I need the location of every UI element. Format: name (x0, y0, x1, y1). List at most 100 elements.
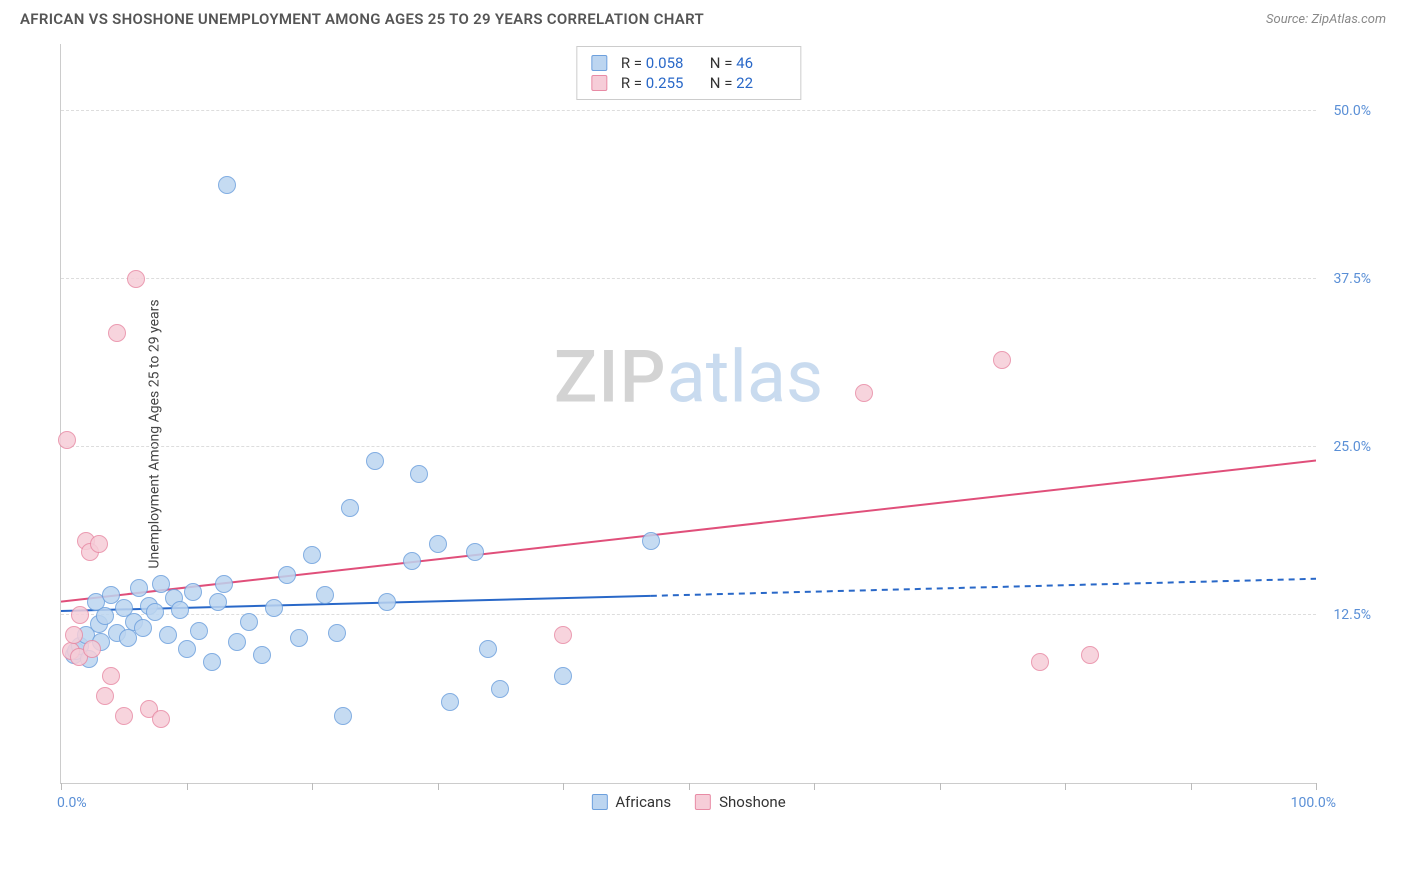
x-tick (689, 783, 690, 790)
scatter-point (642, 532, 660, 550)
plot-area: ZIPatlas R = 0.058 N = 46 R = 0.255 N = … (60, 44, 1316, 784)
swatch-africans (591, 55, 607, 71)
scatter-point (65, 626, 83, 644)
scatter-point (479, 640, 497, 658)
scatter-point (159, 626, 177, 644)
watermark-part2: atlas (667, 334, 824, 419)
scatter-point (278, 566, 296, 584)
x-tick (814, 783, 815, 790)
gridline-h (61, 278, 1316, 279)
r-label: R = (621, 74, 642, 92)
y-tick-label: 50.0% (1333, 103, 1371, 119)
legend-label-shoshone: Shoshone (719, 793, 786, 811)
x-tick (1316, 783, 1317, 790)
stats-row-shoshone: R = 0.255 N = 22 (591, 73, 786, 93)
chart-container: Unemployment Among Ages 25 to 29 years Z… (50, 34, 1376, 834)
r-value-africans: 0.058 (646, 54, 696, 72)
scatter-point (855, 384, 873, 402)
y-tick-label: 12.5% (1333, 607, 1371, 623)
scatter-point (253, 646, 271, 664)
y-tick-label: 37.5% (1333, 271, 1371, 287)
scatter-point (466, 543, 484, 561)
scatter-point (96, 687, 114, 705)
scatter-point (184, 583, 202, 601)
scatter-point (403, 552, 421, 570)
x-max-label: 100.0% (1291, 795, 1336, 811)
gridline-h (61, 110, 1316, 111)
scatter-point (366, 452, 384, 470)
scatter-point (90, 535, 108, 553)
legend-label-africans: Africans (615, 793, 671, 811)
chart-title: AFRICAN VS SHOSHONE UNEMPLOYMENT AMONG A… (20, 10, 704, 28)
x-tick (1065, 783, 1066, 790)
scatter-point (171, 601, 189, 619)
x-tick (1191, 783, 1192, 790)
n-value-africans: 46 (736, 54, 786, 72)
scatter-point (303, 546, 321, 564)
scatter-point (127, 270, 145, 288)
scatter-point (215, 575, 233, 593)
scatter-point (130, 579, 148, 597)
x-min-label: 0.0% (57, 795, 87, 811)
scatter-point (554, 626, 572, 644)
stats-row-africans: R = 0.058 N = 46 (591, 53, 786, 73)
x-tick (187, 783, 188, 790)
scatter-point (410, 465, 428, 483)
trend-lines-svg (61, 44, 1316, 783)
scatter-point (108, 324, 126, 342)
scatter-point (240, 613, 258, 631)
source-attribution: Source: ZipAtlas.com (1266, 12, 1386, 27)
scatter-point (334, 707, 352, 725)
gridline-h (61, 446, 1316, 447)
series-legend: Africans Shoshone (591, 793, 785, 811)
scatter-point (341, 499, 359, 517)
swatch-shoshone (591, 75, 607, 91)
n-label: N = (710, 74, 733, 92)
scatter-point (1031, 653, 1049, 671)
scatter-point (146, 603, 164, 621)
legend-swatch-shoshone (695, 794, 711, 810)
scatter-point (228, 633, 246, 651)
x-tick (312, 783, 313, 790)
scatter-point (491, 680, 509, 698)
scatter-point (102, 667, 120, 685)
y-tick-label: 25.0% (1333, 439, 1371, 455)
scatter-point (316, 586, 334, 604)
scatter-point (115, 707, 133, 725)
x-tick (61, 783, 62, 790)
scatter-point (190, 622, 208, 640)
scatter-point (134, 619, 152, 637)
watermark: ZIPatlas (554, 334, 823, 419)
source-name: ZipAtlas.com (1311, 12, 1386, 27)
watermark-part1: ZIP (554, 334, 667, 419)
scatter-point (71, 606, 89, 624)
scatter-point (152, 710, 170, 728)
scatter-point (178, 640, 196, 658)
r-value-shoshone: 0.255 (646, 74, 696, 92)
scatter-point (290, 629, 308, 647)
r-label: R = (621, 54, 642, 72)
scatter-point (218, 176, 236, 194)
scatter-point (441, 693, 459, 711)
legend-swatch-africans (591, 794, 607, 810)
scatter-point (203, 653, 221, 671)
x-tick (940, 783, 941, 790)
scatter-point (96, 607, 114, 625)
scatter-point (378, 593, 396, 611)
scatter-point (265, 599, 283, 617)
n-label: N = (710, 54, 733, 72)
legend-item-africans: Africans (591, 793, 671, 811)
scatter-point (1081, 646, 1099, 664)
source-label: Source: (1266, 12, 1308, 27)
x-tick (438, 783, 439, 790)
x-tick (563, 783, 564, 790)
scatter-point (328, 624, 346, 642)
chart-header: AFRICAN VS SHOSHONE UNEMPLOYMENT AMONG A… (0, 0, 1406, 34)
stats-legend-box: R = 0.058 N = 46 R = 0.255 N = 22 (576, 46, 801, 100)
scatter-point (429, 535, 447, 553)
legend-item-shoshone: Shoshone (695, 793, 786, 811)
scatter-point (554, 667, 572, 685)
scatter-point (58, 431, 76, 449)
scatter-point (83, 640, 101, 658)
n-value-shoshone: 22 (736, 74, 786, 92)
